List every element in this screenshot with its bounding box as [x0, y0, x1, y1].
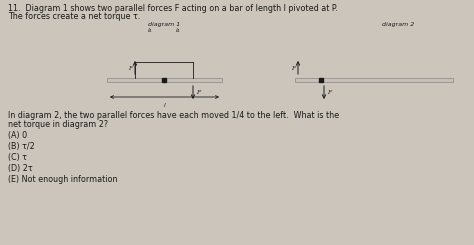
Text: In diagram 2, the two parallel forces have each moved 1/4 to the left.  What is : In diagram 2, the two parallel forces ha… [8, 111, 339, 120]
Text: F: F [128, 65, 132, 71]
Text: $l_4$: $l_4$ [175, 26, 181, 35]
Text: diagram 2: diagram 2 [382, 22, 414, 27]
Bar [295, 78, 453, 82]
Text: The forces create a net torque τ.: The forces create a net torque τ. [8, 12, 140, 21]
Text: (D) 2τ: (D) 2τ [8, 164, 33, 173]
Text: F: F [196, 89, 200, 95]
Text: F: F [327, 89, 331, 95]
Text: (C) τ: (C) τ [8, 153, 27, 162]
Text: 11.  Diagram 1 shows two parallel forces F acting on a bar of length l pivoted a: 11. Diagram 1 shows two parallel forces … [8, 4, 338, 13]
Text: net torque in diagram 2?: net torque in diagram 2? [8, 120, 108, 129]
Text: diagram 1: diagram 1 [148, 22, 181, 27]
Text: $l_4$: $l_4$ [147, 26, 153, 35]
Text: (B) τ/2: (B) τ/2 [8, 142, 35, 151]
Bar [107, 78, 222, 82]
Text: (E) Not enough information: (E) Not enough information [8, 175, 118, 184]
Text: (A) 0: (A) 0 [8, 131, 27, 140]
Text: F: F [291, 65, 295, 71]
Text: $l$: $l$ [163, 101, 166, 109]
